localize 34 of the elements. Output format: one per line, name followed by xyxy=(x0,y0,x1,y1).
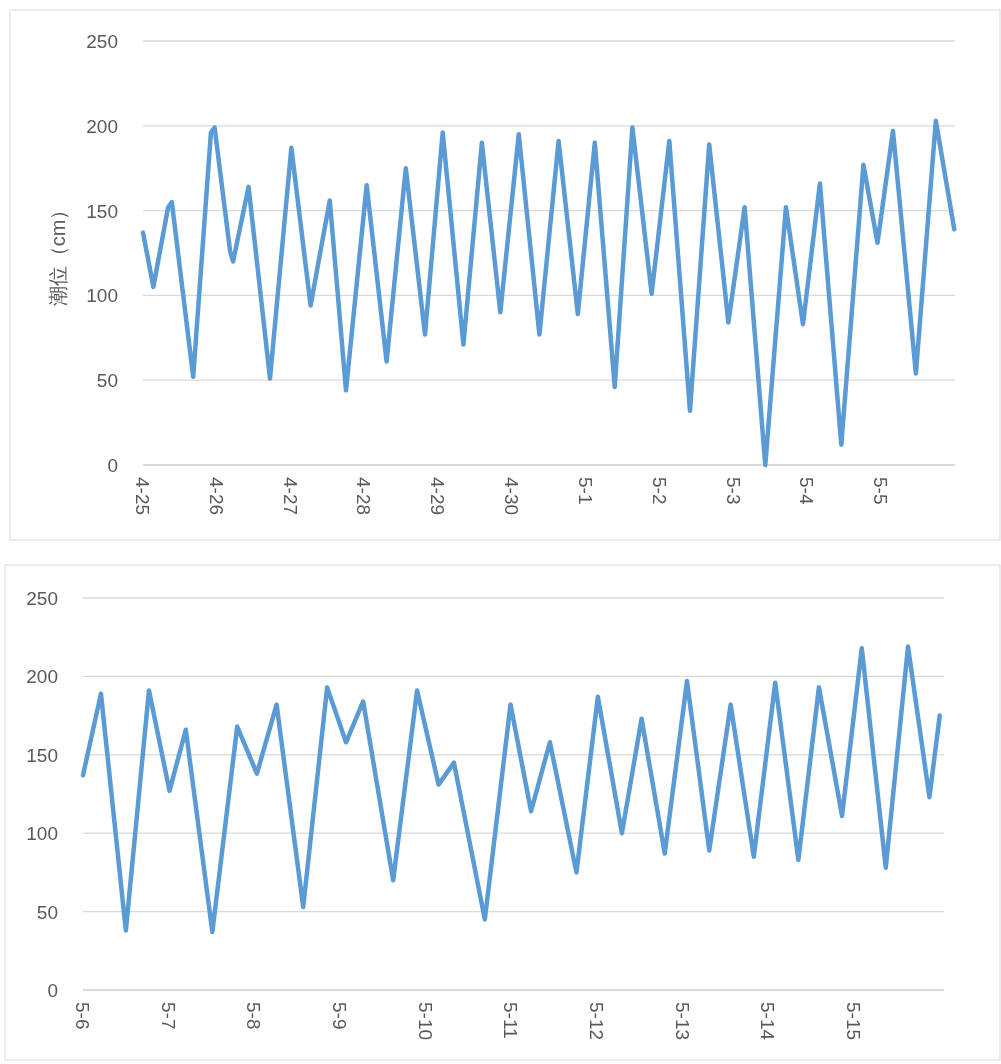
x-tick-label: 4-29 xyxy=(427,477,449,516)
x-tick-label: 4-27 xyxy=(279,477,301,516)
x-tick-label: 5-9 xyxy=(329,1002,351,1030)
y-tick-label: 100 xyxy=(26,823,58,845)
x-tick-label: 4-25 xyxy=(132,477,153,516)
y-tick-label: 250 xyxy=(26,588,58,609)
x-tick-label: 5-8 xyxy=(243,1002,265,1030)
y-tick-label: 150 xyxy=(26,744,58,766)
x-tick-label: 5-10 xyxy=(414,1002,436,1041)
y-tick-label: 250 xyxy=(86,31,118,52)
y-tick-label: 50 xyxy=(96,370,118,392)
x-tick-label: 5-13 xyxy=(671,1002,693,1041)
y-tick-label: 200 xyxy=(86,115,118,137)
y-tick-label: 0 xyxy=(47,980,58,1001)
x-tick-label: 5-4 xyxy=(796,477,818,505)
x-tick-label: 5-11 xyxy=(500,1002,522,1039)
y-tick-label: 100 xyxy=(86,285,118,307)
x-tick-label: 4-28 xyxy=(353,477,375,516)
x-tick-label: 4-30 xyxy=(501,477,523,516)
y-tick-label: 200 xyxy=(26,666,58,688)
x-tick-label: 4-26 xyxy=(205,477,227,516)
y-tick-label: 0 xyxy=(107,455,118,476)
x-tick-label: 5-14 xyxy=(757,1002,779,1041)
x-tick-label: 5-7 xyxy=(157,1002,179,1030)
x-tick-label: 5-5 xyxy=(870,477,892,505)
x-tick-label: 5-6 xyxy=(72,1002,93,1030)
y-tick-label: 150 xyxy=(86,200,118,222)
x-tick-label: 5-12 xyxy=(586,1002,608,1041)
y-axis-title: 潮位（cm） xyxy=(47,199,69,307)
x-tick-label: 5-3 xyxy=(722,477,744,505)
x-tick-label: 5-15 xyxy=(843,1002,865,1041)
x-tick-label: 5-2 xyxy=(648,477,670,505)
y-tick-label: 50 xyxy=(36,901,58,923)
x-tick-label: 5-1 xyxy=(574,477,596,505)
